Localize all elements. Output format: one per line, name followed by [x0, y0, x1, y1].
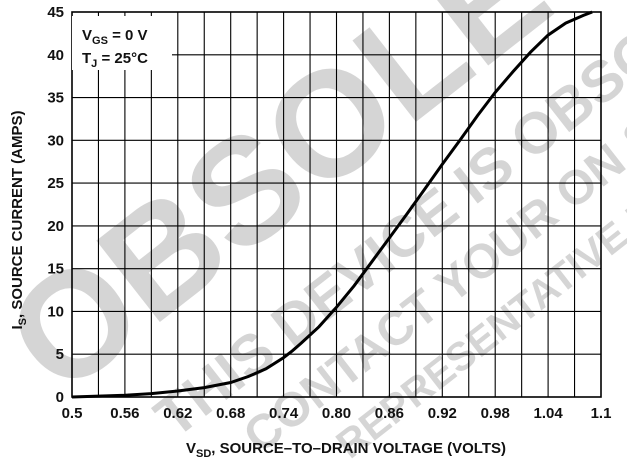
conditions-box: [72, 16, 172, 70]
y-tick-label: 15: [47, 261, 64, 278]
x-tick-label: 0.5: [62, 405, 83, 422]
y-tick-label: 40: [47, 47, 64, 64]
y-tick-label: 0: [56, 389, 64, 406]
x-tick-label: 0.80: [322, 405, 351, 422]
y-tick-labels: 0 5 10 15 20 25 30 35 40 45: [47, 4, 64, 406]
series-line: [71, 10, 593, 399]
x-tick-label: 0.92: [428, 405, 457, 422]
x-tick-label: 0.62: [163, 405, 192, 422]
y-axis-title: IS, SOURCE CURRENT (AMPS): [9, 110, 29, 329]
y-tick-label: 10: [47, 303, 64, 320]
x-tick-label: 0.68: [216, 405, 245, 422]
y-tick-label: 20: [47, 218, 64, 235]
x-tick-label: 0.74: [269, 405, 299, 422]
x-tick-label: 1.1: [591, 405, 612, 422]
y-tick-label: 30: [47, 132, 64, 149]
y-tick-label: 25: [47, 175, 64, 192]
grid: [72, 12, 601, 397]
x-tick-label: 1.04: [533, 405, 563, 422]
x-tick-labels: 0.5 0.56 0.62 0.68 0.74 0.80 0.86 0.92 0.98 1.04 1…: [62, 405, 612, 422]
condition-tj: TJ = 25°C: [82, 50, 148, 70]
x-tick-label: 0.86: [375, 405, 404, 422]
y-tick-label: 35: [47, 90, 64, 107]
y-tick-label: 5: [56, 346, 64, 363]
x-tick-label: 0.56: [110, 405, 139, 422]
y-tick-label: 45: [47, 4, 64, 21]
plot-frame: [71, 11, 602, 398]
condition-vgs: VGS = 0 V: [82, 27, 148, 47]
x-tick-label: 0.98: [481, 405, 510, 422]
x-axis-title: VSD, SOURCE–TO–DRAIN VOLTAGE (VOLTS): [186, 440, 506, 460]
